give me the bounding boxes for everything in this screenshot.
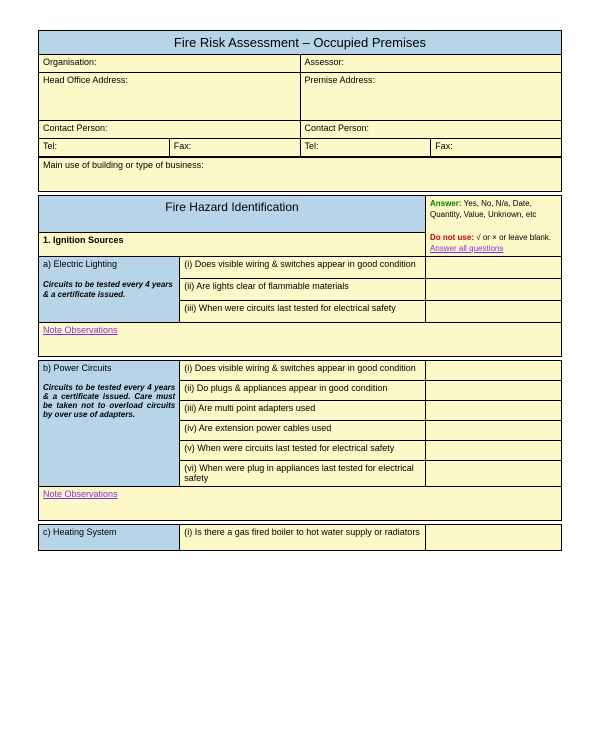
a-q3: (iii) When were circuits last tested for… (180, 301, 426, 323)
fax-right-label: Fax: (431, 139, 562, 157)
note-obs-a-link: Note Observations (43, 325, 118, 335)
section-c-title: c) Heating System (39, 525, 180, 551)
b-q4-answer[interactable] (426, 421, 562, 441)
premise-addr-label: Premise Address: (300, 73, 562, 121)
contact-left-label: Contact Person: (39, 121, 301, 139)
assessor-label: Assessor: (300, 55, 562, 73)
a-q2: (ii) Are lights clear of flammable mater… (180, 279, 426, 301)
answer-label: Answer: (430, 199, 462, 208)
hazard-table: Fire Hazard Identification Answer: Yes, … (38, 195, 562, 357)
b-q2: (ii) Do plugs & appliances appear in goo… (180, 381, 426, 401)
note-obs-b-link: Note Observations (43, 489, 118, 499)
main-use-label: Main use of building or type of business… (39, 158, 562, 192)
contact-right-label: Contact Person: (300, 121, 562, 139)
a-q3-answer[interactable] (426, 301, 562, 323)
b-q5: (v) When were circuits last tested for e… (180, 441, 426, 461)
heating-table: c) Heating System (i) Is there a gas fir… (38, 524, 562, 551)
organisation-label: Organisation: (39, 55, 301, 73)
note-obs-a[interactable]: Note Observations (39, 323, 562, 357)
section-b-title: b) Power Circuits (43, 363, 112, 373)
b-q1-answer[interactable] (426, 361, 562, 381)
answer-guidance: Answer: Yes, No, N/a, Date, Quantity, Va… (426, 196, 562, 257)
section-a-note: Circuits to be tested every 4 years & a … (43, 280, 173, 299)
b-q1: (i) Does visible wiring & switches appea… (180, 361, 426, 381)
c-q1: (i) Is there a gas fired boiler to hot w… (180, 525, 426, 551)
power-table: b) Power Circuits Circuits to be tested … (38, 360, 562, 521)
a-q2-answer[interactable] (426, 279, 562, 301)
head-office-label: Head Office Address: (39, 73, 301, 121)
ignition-heading: 1. Ignition Sources (39, 233, 426, 257)
donot-label: Do not use: (430, 233, 474, 242)
section-a-cell: a) Electric Lighting Circuits to be test… (39, 257, 180, 323)
tel-right-label: Tel: (300, 139, 431, 157)
donot-text: √ or × or leave blank. (474, 233, 551, 242)
section-b-cell: b) Power Circuits Circuits to be tested … (39, 361, 180, 487)
fax-left-label: Fax: (169, 139, 300, 157)
donot-link: Answer all questions (430, 244, 503, 253)
note-obs-b[interactable]: Note Observations (39, 487, 562, 521)
header-table: Fire Risk Assessment – Occupied Premises… (38, 30, 562, 157)
b-q6: (vi) When were plug in appliances last t… (180, 461, 426, 487)
main-use-table: Main use of building or type of business… (38, 157, 562, 192)
a-q1-answer[interactable] (426, 257, 562, 279)
a-q1: (i) Does visible wiring & switches appea… (180, 257, 426, 279)
b-q6-answer[interactable] (426, 461, 562, 487)
b-q3-answer[interactable] (426, 401, 562, 421)
tel-left-label: Tel: (39, 139, 170, 157)
c-q1-answer[interactable] (426, 525, 562, 551)
section-b-note: Circuits to be tested every 4 years & a … (43, 383, 175, 419)
section-a-title: a) Electric Lighting (43, 259, 117, 269)
b-q5-answer[interactable] (426, 441, 562, 461)
b-q2-answer[interactable] (426, 381, 562, 401)
hazard-title: Fire Hazard Identification (39, 196, 426, 233)
main-title: Fire Risk Assessment – Occupied Premises (39, 31, 562, 55)
b-q4: (iv) Are extension power cables used (180, 421, 426, 441)
b-q3: (iii) Are multi point adapters used (180, 401, 426, 421)
